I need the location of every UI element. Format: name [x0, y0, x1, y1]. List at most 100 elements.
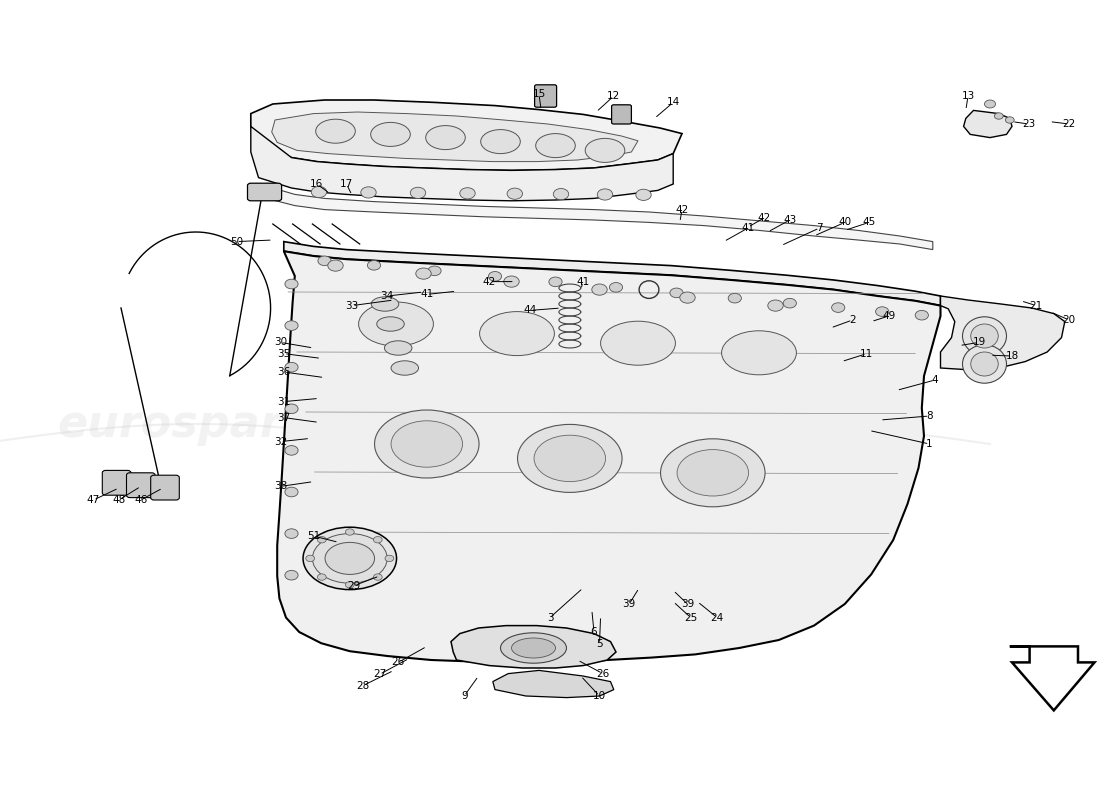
Circle shape — [609, 282, 623, 292]
Circle shape — [553, 189, 569, 200]
Text: 23: 23 — [1022, 119, 1035, 129]
FancyBboxPatch shape — [612, 105, 631, 124]
Circle shape — [385, 555, 394, 562]
Circle shape — [984, 100, 996, 108]
Text: 30: 30 — [274, 338, 287, 347]
Text: 24: 24 — [711, 613, 724, 622]
FancyBboxPatch shape — [248, 183, 282, 201]
Circle shape — [285, 570, 298, 580]
Text: 19: 19 — [972, 338, 986, 347]
Text: 50: 50 — [230, 237, 243, 246]
Circle shape — [636, 190, 651, 201]
Circle shape — [318, 574, 327, 580]
Text: 51: 51 — [307, 531, 320, 541]
Circle shape — [373, 537, 382, 543]
Ellipse shape — [660, 438, 766, 507]
Text: 5: 5 — [596, 639, 603, 649]
Circle shape — [328, 260, 343, 271]
Circle shape — [768, 300, 783, 311]
Ellipse shape — [392, 361, 418, 375]
Circle shape — [285, 279, 298, 289]
Text: 17: 17 — [340, 179, 353, 189]
Circle shape — [994, 113, 1003, 119]
FancyBboxPatch shape — [126, 473, 155, 498]
Ellipse shape — [585, 138, 625, 162]
Text: 39: 39 — [623, 599, 636, 609]
Text: 15: 15 — [532, 90, 546, 99]
Circle shape — [361, 187, 376, 198]
Ellipse shape — [392, 421, 462, 467]
Circle shape — [728, 294, 741, 303]
Circle shape — [428, 266, 441, 276]
Text: 6: 6 — [591, 627, 597, 637]
Circle shape — [285, 446, 298, 455]
Text: 28: 28 — [356, 681, 370, 690]
Ellipse shape — [500, 633, 566, 663]
Text: 22: 22 — [1063, 119, 1076, 129]
Text: 2: 2 — [849, 315, 856, 325]
Ellipse shape — [601, 322, 675, 365]
Circle shape — [507, 188, 522, 199]
Text: 41: 41 — [420, 290, 433, 299]
Ellipse shape — [970, 352, 999, 376]
Text: 26: 26 — [392, 658, 405, 667]
Text: 13: 13 — [961, 91, 975, 101]
Text: 37: 37 — [277, 413, 290, 422]
Ellipse shape — [326, 542, 374, 574]
Text: 1: 1 — [926, 439, 933, 449]
Ellipse shape — [535, 435, 606, 482]
Ellipse shape — [962, 317, 1006, 355]
Text: 43: 43 — [783, 215, 796, 225]
Circle shape — [488, 271, 502, 281]
Text: 26: 26 — [596, 669, 609, 678]
Text: 45: 45 — [862, 218, 876, 227]
Ellipse shape — [480, 312, 554, 355]
Ellipse shape — [359, 302, 433, 346]
Circle shape — [306, 555, 315, 562]
Polygon shape — [277, 251, 940, 662]
Circle shape — [345, 582, 354, 588]
Text: 27: 27 — [373, 670, 386, 679]
Text: 49: 49 — [882, 311, 895, 321]
Ellipse shape — [536, 134, 575, 158]
Polygon shape — [451, 626, 616, 668]
Text: 35: 35 — [277, 349, 290, 358]
Text: 16: 16 — [310, 179, 323, 189]
Ellipse shape — [371, 122, 410, 146]
Text: 31: 31 — [277, 397, 290, 406]
Polygon shape — [964, 110, 1012, 138]
Text: 32: 32 — [274, 437, 287, 446]
Circle shape — [311, 186, 327, 198]
Ellipse shape — [970, 324, 999, 348]
Text: 48: 48 — [112, 495, 125, 505]
Circle shape — [285, 529, 298, 538]
Circle shape — [1005, 117, 1014, 123]
Circle shape — [285, 321, 298, 330]
Text: 42: 42 — [483, 277, 496, 286]
Text: 11: 11 — [860, 349, 873, 358]
Text: 29: 29 — [348, 581, 361, 590]
Circle shape — [592, 284, 607, 295]
Text: 14: 14 — [667, 98, 680, 107]
Text: 36: 36 — [277, 367, 290, 377]
Text: 10: 10 — [593, 691, 606, 701]
Ellipse shape — [304, 527, 396, 590]
Circle shape — [373, 574, 382, 580]
Ellipse shape — [426, 126, 465, 150]
Text: 34: 34 — [381, 291, 394, 301]
Circle shape — [876, 306, 889, 316]
Text: eurospares: eurospares — [541, 402, 823, 446]
Ellipse shape — [678, 450, 749, 496]
Text: 46: 46 — [134, 495, 147, 505]
Circle shape — [504, 276, 519, 287]
Text: 40: 40 — [838, 218, 851, 227]
FancyBboxPatch shape — [102, 470, 131, 495]
Ellipse shape — [372, 297, 398, 311]
Text: 18: 18 — [1005, 351, 1019, 361]
Text: 12: 12 — [607, 91, 620, 101]
Circle shape — [783, 298, 796, 308]
Circle shape — [460, 188, 475, 199]
Text: 42: 42 — [758, 213, 771, 222]
Ellipse shape — [512, 638, 556, 658]
Circle shape — [680, 292, 695, 303]
